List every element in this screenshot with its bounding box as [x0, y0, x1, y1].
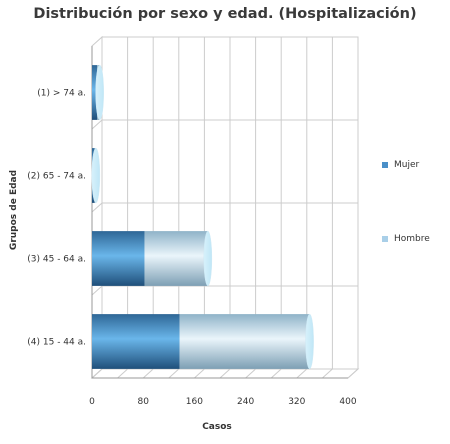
bar-end-cap: [305, 313, 314, 370]
x-floor-gridline: [117, 368, 128, 379]
bar-hombre-body: [144, 231, 208, 286]
x-tick-label: 320: [288, 397, 305, 407]
y-tick-label: (1) > 74 a.: [37, 89, 86, 99]
bar-mujer-body: [92, 231, 145, 286]
chart-title: Distribución por sexo y edad. (Hospitali…: [33, 6, 417, 22]
y-gridline-side: [91, 285, 103, 296]
x-tick-label: 400: [339, 397, 356, 407]
bar-mujer[interactable]: [92, 314, 180, 369]
y-tick-label: (2) 65 - 74 a.: [27, 172, 86, 182]
x-tick-label: 80: [137, 397, 149, 407]
y-gridline-side: [91, 119, 103, 130]
x-floor-gridline: [142, 368, 154, 379]
legend-swatch-hombre: [382, 236, 388, 242]
x-floor-gridline: [322, 368, 333, 379]
bar-mujer-body: [92, 314, 180, 369]
legend-label-mujer: Mujer: [394, 160, 420, 170]
bar-end-cap: [95, 64, 104, 121]
x-floor-gridline: [194, 368, 205, 379]
bar-mujer[interactable]: [92, 231, 145, 286]
y-axis-title: Grupos de Edad: [9, 170, 19, 250]
legend-item-mujer[interactable]: Mujer: [382, 160, 419, 170]
bar-hombre-body: [179, 314, 310, 369]
legend-swatch-mujer: [382, 162, 388, 168]
x-floor-gridline: [245, 368, 256, 379]
legend-label-hombre: Hombre: [394, 234, 430, 244]
x-floor-gridline: [270, 368, 282, 379]
x-tick-label: 160: [186, 397, 203, 407]
bar-hombre[interactable]: [179, 314, 310, 369]
legend-item-hombre[interactable]: Hombre: [382, 234, 430, 244]
x-floor-gridline: [168, 368, 180, 379]
y-gridline-side: [91, 202, 103, 213]
y-tick-label: (3) 45 - 64 a.: [27, 255, 86, 265]
x-floor-gridline: [219, 368, 231, 379]
x-floor-gridline: [347, 368, 359, 379]
bar-hombre[interactable]: [144, 231, 208, 286]
bar-mujer[interactable]: [92, 65, 98, 120]
x-axis-title: Casos: [202, 422, 232, 432]
y-tick-label: (4) 15 - 44 a.: [27, 338, 86, 348]
x-tick-label: 0: [89, 397, 95, 407]
x-floor-gridline: [296, 368, 308, 379]
bar-end-cap: [203, 230, 213, 287]
bar-end-cap: [91, 147, 101, 204]
x-tick-label: 240: [237, 397, 254, 407]
x-floor-gridline: [91, 368, 103, 379]
bar-mujer-body: [92, 65, 98, 120]
